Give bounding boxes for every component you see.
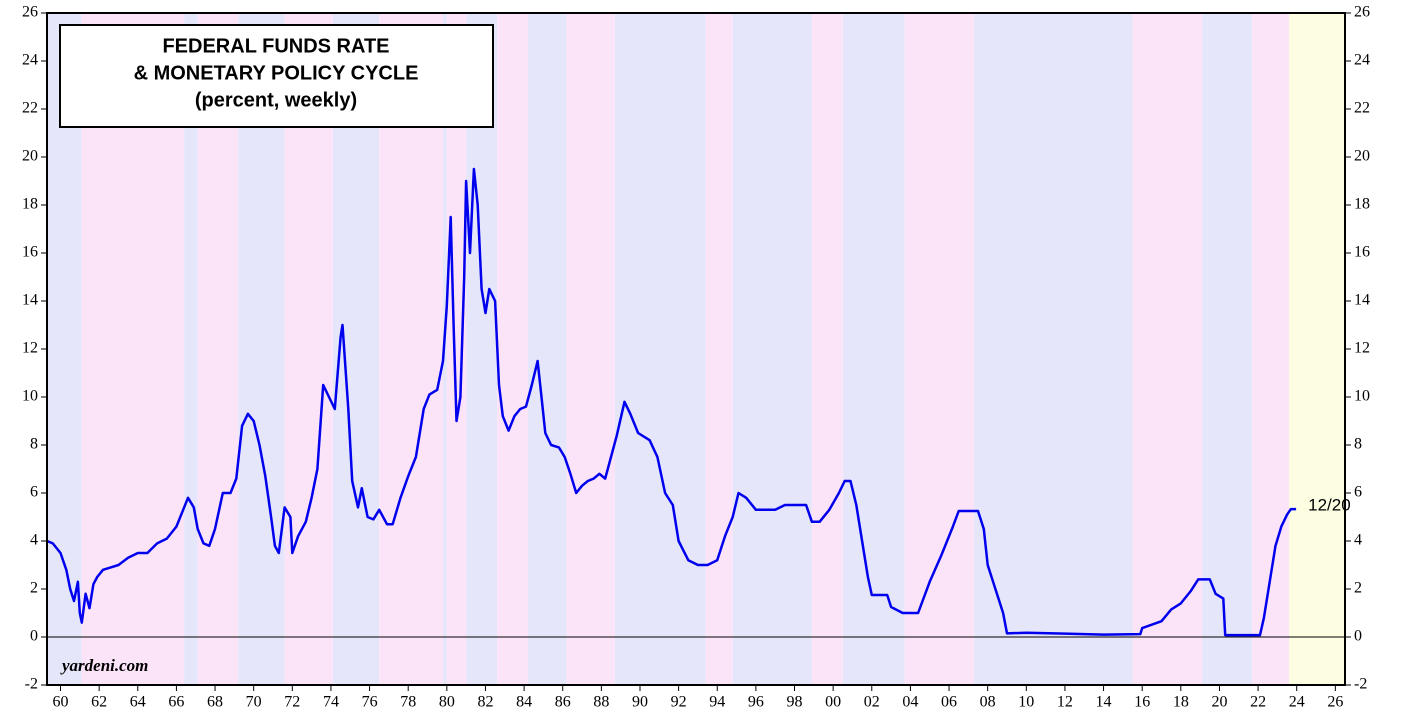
y-tick-label: 0	[30, 628, 38, 645]
shaded-period	[904, 13, 975, 685]
x-tick-label: 72	[284, 694, 300, 711]
shaded-period	[811, 13, 843, 685]
shaded-period	[614, 13, 706, 685]
end-label: 12/20	[1308, 496, 1351, 515]
shaded-period	[1202, 13, 1253, 685]
x-tick-label: 04	[902, 694, 918, 711]
y-tick-label: -2	[1354, 676, 1367, 693]
x-tick-label: 94	[709, 694, 725, 711]
y-tick-label: 18	[22, 196, 38, 213]
x-tick-label: 68	[207, 694, 223, 711]
y-tick-label: 8	[30, 436, 38, 453]
title-box	[59, 24, 494, 128]
shaded-period	[705, 13, 733, 685]
x-tick-label: 60	[53, 694, 69, 711]
y-tick-label: 16	[1354, 244, 1370, 261]
shaded-period	[974, 13, 1133, 685]
shaded-period	[1132, 13, 1203, 685]
plot-frame	[46, 12, 1346, 686]
chart-title: (percent, weekly)	[195, 89, 357, 111]
x-tick-label: 06	[941, 694, 957, 711]
x-tick-label: 10	[1018, 694, 1034, 711]
x-tick-label: 14	[1096, 694, 1112, 711]
y-tick-label: 22	[1354, 100, 1370, 117]
y-tick-label: 12	[22, 340, 38, 357]
x-tick-label: 80	[439, 694, 455, 711]
y-tick-label: 26	[1354, 4, 1370, 21]
y-tick-label: 16	[22, 244, 38, 261]
x-tick-label: 88	[593, 694, 609, 711]
shaded-period	[1252, 13, 1289, 685]
y-tick-label: -2	[25, 676, 38, 693]
shaded-period	[527, 13, 567, 685]
x-tick-label: 24	[1289, 694, 1305, 711]
chart-title: FEDERAL FUNDS RATE	[162, 35, 389, 57]
shaded-period	[446, 13, 467, 685]
x-tick-label: 20	[1211, 694, 1227, 711]
y-tick-label: 26	[22, 4, 38, 21]
x-tick-label: 92	[671, 694, 687, 711]
x-tick-label: 96	[748, 694, 764, 711]
x-tick-label: 82	[477, 694, 493, 711]
x-tick-label: 90	[632, 694, 648, 711]
y-tick-label: 24	[22, 52, 38, 69]
y-tick-label: 12	[1354, 340, 1370, 357]
x-tick-label: 76	[362, 694, 378, 711]
y-tick-label: 2	[1354, 580, 1362, 597]
y-tick-label: 6	[1354, 484, 1362, 501]
x-tick-label: 64	[130, 694, 146, 711]
x-tick-label: 78	[400, 694, 416, 711]
y-tick-label: 4	[1354, 532, 1362, 549]
x-tick-label: 08	[980, 694, 996, 711]
y-tick-label: 10	[1354, 388, 1370, 405]
y-tick-label: 2	[30, 580, 38, 597]
x-tick-label: 02	[864, 694, 880, 711]
x-tick-label: 12	[1057, 694, 1073, 711]
shaded-period	[497, 13, 528, 685]
x-tick-label: 84	[516, 694, 532, 711]
y-tick-label: 14	[22, 292, 38, 309]
x-tick-label: 66	[168, 694, 184, 711]
y-tick-label: 8	[1354, 436, 1362, 453]
y-tick-label: 20	[1354, 148, 1370, 165]
x-tick-label: 26	[1327, 694, 1343, 711]
y-tick-label: 20	[22, 148, 38, 165]
x-tick-label: 00	[825, 694, 841, 711]
shaded-period	[1288, 13, 1345, 685]
x-tick-label: 22	[1250, 694, 1266, 711]
x-tick-label: 62	[91, 694, 107, 711]
y-tick-label: 18	[1354, 196, 1370, 213]
y-tick-label: 6	[30, 484, 38, 501]
y-tick-label: 14	[1354, 292, 1370, 309]
rate-line	[46, 167, 1297, 637]
x-tick-label: 16	[1134, 694, 1150, 711]
x-tick-label: 98	[787, 694, 803, 711]
chart-title: & MONETARY POLICY CYCLE	[134, 62, 419, 84]
shaded-period	[842, 13, 905, 685]
y-tick-label: 24	[1354, 52, 1370, 69]
x-tick-label: 18	[1173, 694, 1189, 711]
x-tick-label: 86	[555, 694, 571, 711]
y-tick-label: 10	[22, 388, 38, 405]
x-tick-label: 74	[323, 694, 339, 711]
x-tick-label: 70	[246, 694, 262, 711]
y-tick-label: 22	[22, 100, 38, 117]
y-tick-label: 0	[1354, 628, 1362, 645]
shaded-period	[732, 13, 812, 685]
source: yardeni.com	[60, 656, 148, 675]
y-tick-label: 4	[30, 532, 38, 549]
shaded-period	[566, 13, 615, 685]
